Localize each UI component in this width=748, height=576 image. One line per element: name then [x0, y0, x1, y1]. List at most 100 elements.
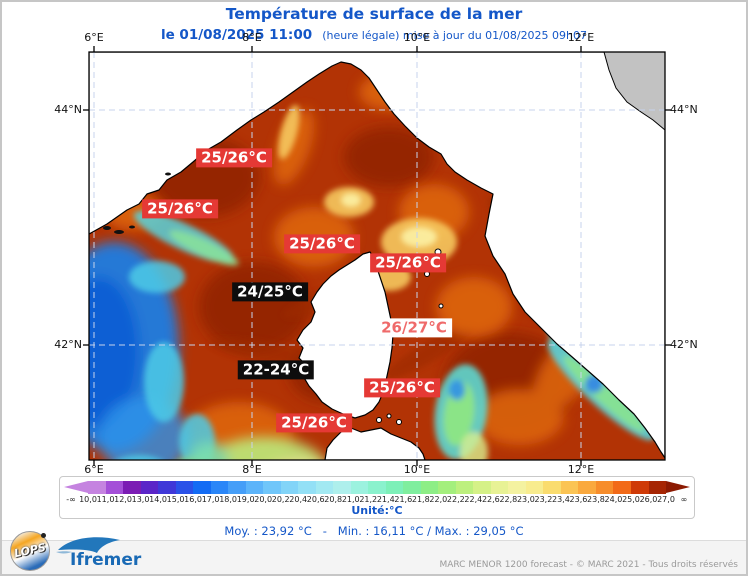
colorbar-tick-label: 23,0 — [516, 495, 535, 504]
temp-annotation: 25/26°C — [276, 413, 352, 433]
colorbar-tick-label: 14,0 — [149, 495, 167, 504]
colorbar-tick-label: 20,0 — [254, 495, 273, 504]
lon-axis-label: 8°E — [242, 463, 262, 476]
temp-annotation: 25/26°C — [196, 148, 272, 168]
colorbar-segments — [88, 481, 667, 494]
colorbar-tick-label: 19,0 — [236, 495, 255, 504]
colorbar-tick-label: 11,0 — [96, 495, 115, 504]
lat-axis-label: 44°N — [670, 103, 698, 116]
colorbar-segment — [455, 481, 474, 494]
footer-band: MARC MENOR 1200 forecast - © MARC 2021 -… — [2, 540, 746, 574]
colorbar-segment — [525, 481, 544, 494]
colorbar-segment — [333, 481, 351, 494]
colorbar-tick-label: 12,0 — [114, 495, 132, 504]
colorbar-tick-label: 23,8 — [587, 495, 605, 504]
ifremer-dolphin-icon — [56, 537, 120, 554]
colorbar-left-arrow — [64, 481, 88, 493]
colorbar-segment — [123, 481, 141, 494]
colorbar-segment — [595, 481, 614, 494]
copyright-text: MARC MENOR 1200 forecast - © MARC 2021 -… — [439, 560, 738, 570]
colorbar-segment — [280, 481, 299, 494]
colorbar-segment — [175, 481, 194, 494]
colorbar-segment — [490, 481, 509, 494]
colorbar-tick-label: 22,2 — [446, 495, 465, 504]
temp-annotation: 26/27°C — [376, 318, 452, 338]
temp-annotation: 25/26°C — [284, 234, 360, 254]
colorbar-tick-label: ∞ — [680, 495, 688, 504]
map-border — [83, 46, 671, 466]
colorbar-segment — [105, 481, 124, 494]
colorbar-tick-label: 20,6 — [306, 495, 325, 504]
colorbar-segment — [298, 481, 316, 494]
lat-axis-label: 42°N — [54, 338, 82, 351]
colorbar-ticks: -∞ 10,0 11,0 12,0 13,0 14,0 15,0 16,0 17,0 18,0 19… — [64, 495, 690, 506]
colorbar-tick-label: -∞ — [66, 495, 76, 504]
colorbar-tick-label: 15,0 — [166, 495, 185, 504]
lon-axis-label: 12°E — [567, 463, 595, 476]
colorbar-tick-label: 21,0 — [341, 495, 360, 504]
colorbar-segment — [403, 481, 421, 494]
temp-annotation: 22-24°C — [237, 360, 315, 380]
lon-axis-label: 6°E — [84, 463, 104, 476]
colorbar-segment — [385, 481, 404, 494]
sst-map: 25/26°C 25/26°C 25/26°C 25/26°C 24/25°C 26/27… — [83, 46, 671, 466]
colorbar-tick-label: 23,2 — [534, 495, 553, 504]
colorbar-segment — [210, 481, 229, 494]
colorbar-segment — [263, 481, 281, 494]
stats-line: Moy. : 23,92 °C - Min. : 16,11 °C / Max.… — [224, 524, 524, 538]
colorbar-unit-label: Unité:°C — [351, 504, 403, 517]
colorbar-tick-label: 18,0 — [219, 495, 238, 504]
colorbar-tick-label: 23,6 — [569, 495, 588, 504]
temp-annotation: 25/26°C — [364, 378, 440, 398]
temp-labels-layer: 25/26°C 25/26°C 25/26°C 25/26°C 24/25°C 26/27… — [89, 52, 665, 460]
colorbar-segment — [368, 481, 386, 494]
land-sardinia — [324, 427, 426, 460]
colorbar-tick-label: 20,2 — [271, 495, 290, 504]
colorbar-segment — [140, 481, 159, 494]
colorbar-segment — [473, 481, 491, 494]
update-info: (heure légale) mise à jour du 01/08/2025… — [322, 29, 588, 42]
colorbar-tick-label: 20,8 — [324, 495, 343, 504]
colorbar-segment — [228, 481, 246, 494]
colorbar-segment — [245, 481, 264, 494]
colorbar-tick-label: 20,4 — [289, 495, 308, 504]
colorbar-tick-label: 21,8 — [411, 495, 430, 504]
temp-annotation: 24/25°C — [232, 282, 308, 302]
colorbar-segment — [578, 481, 596, 494]
colorbar-tick-label: 16,0 — [184, 495, 202, 504]
colorbar-panel: -∞ 10,0 11,0 12,0 13,0 14,0 15,0 16,0 17,0 18,0 19… — [59, 476, 695, 519]
colorbar-segment — [613, 481, 631, 494]
lops-logo-text: LOPS — [12, 540, 47, 561]
lon-axis-label: 6°E — [84, 31, 104, 44]
colorbar-tick-label: 22,8 — [499, 495, 518, 504]
lon-axis-label: 10°E — [403, 31, 431, 44]
colorbar-tick-label: 22,6 — [481, 495, 500, 504]
sea-layer — [89, 52, 665, 460]
colorbar-tick-label: 10,0 — [79, 495, 97, 504]
colorbar-tick-label: 27,0 — [657, 495, 675, 504]
colorbar-tick-label: 21,4 — [376, 495, 395, 504]
colorbar-segment — [350, 481, 369, 494]
colorbar-segment — [420, 481, 439, 494]
lon-axis-label: 12°E — [567, 31, 595, 44]
lat-axis-label: 44°N — [54, 103, 82, 116]
colorbar-segment — [438, 481, 456, 494]
temp-annotation: 25/26°C — [142, 199, 218, 219]
forecast-datetime: le 01/08/2025 11:00 — [160, 27, 313, 43]
colorbar-segment — [648, 481, 667, 494]
colorbar-tick-label: 21,2 — [359, 495, 378, 504]
colorbar-segment — [315, 481, 334, 494]
subtitle: le 01/08/2025 11:00 (heure légale) mise … — [2, 24, 746, 43]
lops-logo: LOPS — [10, 531, 50, 571]
colorbar-segment — [88, 481, 106, 494]
colorbar-tick-label: 25,0 — [622, 495, 640, 504]
colorbar-right-arrow — [666, 481, 690, 493]
colorbar-segment — [560, 481, 579, 494]
colorbar-tick-label: 23,4 — [552, 495, 570, 504]
colorbar-segment — [508, 481, 526, 494]
colorbar-tick-label: 22,4 — [464, 495, 483, 504]
colorbar-tick-label: 26,0 — [639, 495, 658, 504]
colorbar-tick-label: 17,0 — [201, 495, 220, 504]
colorbar-tick-label: 22,0 — [429, 495, 448, 504]
